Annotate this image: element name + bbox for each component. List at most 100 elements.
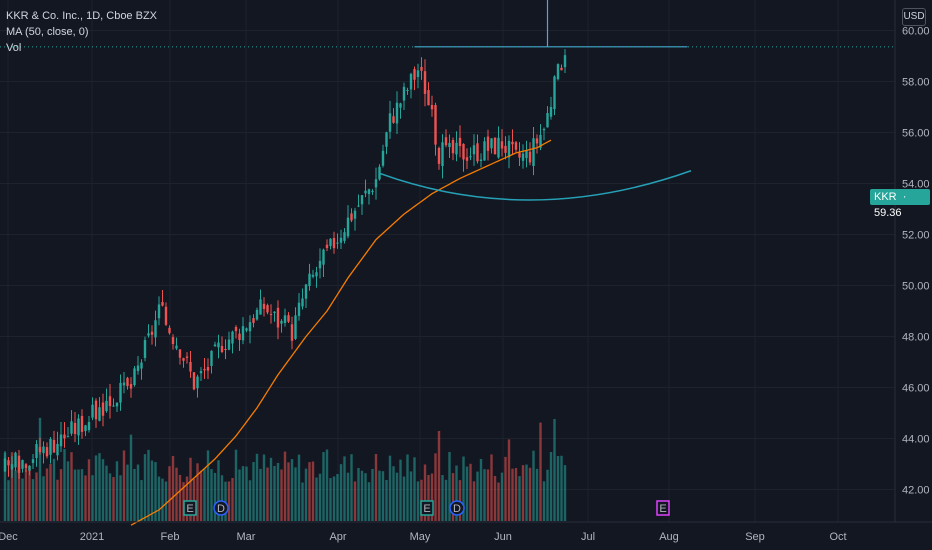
candle-body bbox=[196, 376, 199, 389]
candle-body bbox=[122, 382, 126, 386]
volume-bar bbox=[245, 466, 248, 521]
candle-body bbox=[329, 238, 332, 246]
candle-body bbox=[168, 327, 171, 334]
candle-body bbox=[339, 237, 343, 243]
last-price-separator: · bbox=[899, 191, 910, 203]
candle-body bbox=[399, 103, 402, 108]
x-tick-label: 2021 bbox=[80, 531, 104, 543]
legend-symbol[interactable]: KKR & Co. Inc., 1D, Cboe BZX bbox=[6, 10, 158, 22]
volume-bar bbox=[392, 466, 395, 521]
candle-body bbox=[126, 377, 129, 387]
candle-body bbox=[553, 76, 556, 110]
volume-bar bbox=[234, 449, 238, 521]
volume-bar bbox=[164, 481, 168, 521]
volume-bar bbox=[448, 451, 451, 521]
candle-body bbox=[17, 455, 21, 473]
candle-body bbox=[406, 89, 409, 91]
candle-body bbox=[31, 459, 35, 464]
candle-body bbox=[136, 365, 140, 371]
volume-bar bbox=[108, 473, 112, 521]
volume-bar bbox=[364, 473, 367, 521]
volume-bar bbox=[553, 419, 556, 521]
volume-bar bbox=[336, 474, 339, 521]
volume-bar bbox=[94, 455, 98, 521]
candle-body bbox=[273, 311, 276, 314]
candle-body bbox=[402, 86, 406, 101]
candle-body bbox=[143, 340, 147, 358]
volume-bar bbox=[465, 466, 469, 521]
legend-vol[interactable]: Vol bbox=[6, 42, 22, 54]
volume-bar bbox=[185, 476, 189, 521]
volume-bar bbox=[73, 469, 77, 521]
currency-badge[interactable]: USD bbox=[902, 8, 926, 26]
volume-bar bbox=[266, 467, 269, 521]
candle-body bbox=[500, 141, 504, 149]
volume-bar bbox=[381, 471, 385, 521]
x-tick-label: Aug bbox=[659, 531, 679, 543]
candle-body bbox=[241, 326, 245, 341]
candle-body bbox=[374, 179, 378, 188]
candle-body bbox=[164, 306, 168, 325]
candle-body bbox=[283, 315, 287, 323]
candle-body bbox=[423, 71, 427, 94]
candle-body bbox=[357, 205, 360, 207]
grid-lines bbox=[0, 0, 895, 522]
volume-bar bbox=[521, 465, 525, 521]
candle-body bbox=[297, 302, 301, 316]
legend-ma[interactable]: MA (50, close, 0) bbox=[6, 26, 89, 38]
volume-bar bbox=[28, 465, 31, 521]
candle-body bbox=[217, 342, 220, 348]
volume-bar bbox=[462, 456, 465, 521]
chart-legend: KKR & Co. Inc., 1D, Cboe BZX MA (50, clo… bbox=[6, 8, 157, 56]
volume-bar bbox=[280, 469, 283, 521]
candle-body bbox=[66, 436, 70, 438]
candle-body bbox=[38, 447, 42, 452]
volume-bar bbox=[213, 472, 217, 521]
candle-body bbox=[157, 304, 161, 319]
candle-body bbox=[479, 159, 483, 161]
volume-bar bbox=[150, 460, 154, 521]
candles bbox=[3, 49, 567, 479]
candle-body bbox=[35, 444, 38, 459]
candle-body bbox=[367, 189, 371, 195]
volume-bar bbox=[21, 478, 24, 521]
event-marker-label: E bbox=[423, 503, 430, 515]
volume-bar bbox=[199, 470, 203, 521]
candle-body bbox=[108, 396, 112, 407]
volume-bar bbox=[542, 481, 546, 521]
candle-body bbox=[59, 434, 63, 447]
candle-body bbox=[388, 113, 392, 132]
volume-bar bbox=[297, 454, 301, 521]
candle-body bbox=[84, 425, 87, 432]
x-tick-label: Mar bbox=[237, 531, 256, 543]
candle-body bbox=[112, 405, 115, 407]
volume-bar bbox=[399, 459, 402, 521]
candle-body bbox=[476, 143, 479, 162]
candle-body bbox=[420, 66, 423, 71]
candle-body bbox=[490, 138, 493, 149]
x-axis: Dec 2021 Feb Mar Apr May Jun Jul Aug Sep Oct bbox=[0, 521, 932, 543]
volume-bar bbox=[91, 475, 94, 521]
volume-bar bbox=[273, 465, 276, 521]
candle-body bbox=[203, 368, 206, 371]
candle-body bbox=[448, 143, 451, 148]
volume-bar bbox=[458, 480, 462, 521]
candle-body bbox=[63, 434, 66, 439]
candle-body bbox=[497, 137, 500, 158]
volume-bar bbox=[248, 480, 252, 521]
candle-body bbox=[290, 324, 294, 341]
candle-body bbox=[287, 315, 290, 322]
y-tick-label: 56.00 bbox=[902, 128, 930, 140]
volume-bar bbox=[560, 455, 563, 521]
earnings-marker bbox=[183, 500, 197, 516]
candle-body bbox=[262, 303, 266, 309]
volume-bar bbox=[532, 450, 535, 521]
volume-bar bbox=[507, 439, 511, 521]
volume-bar bbox=[115, 461, 119, 521]
volume-bar bbox=[129, 434, 133, 521]
x-tick-label: Feb bbox=[161, 531, 180, 543]
candle-body bbox=[248, 322, 252, 332]
x-tick-label: Apr bbox=[329, 531, 346, 543]
